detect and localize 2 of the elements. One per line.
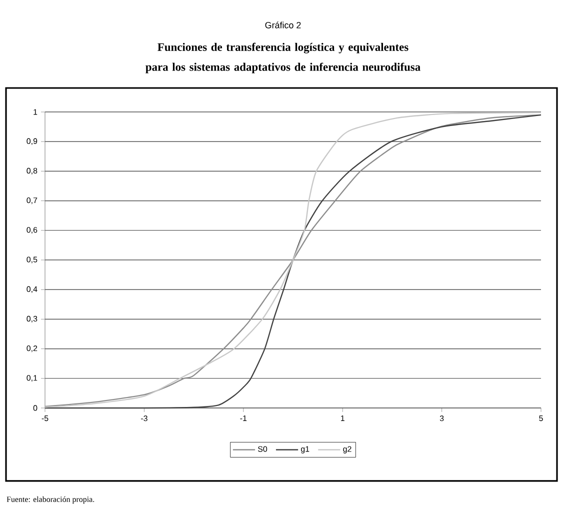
- chart-title: Gráfico 2: [265, 22, 301, 28]
- chart-subtitle: Funciones de transferencia logística y equivalentes para los sistemas adaptativos de inferencia neurodifusa: [146, 42, 420, 74]
